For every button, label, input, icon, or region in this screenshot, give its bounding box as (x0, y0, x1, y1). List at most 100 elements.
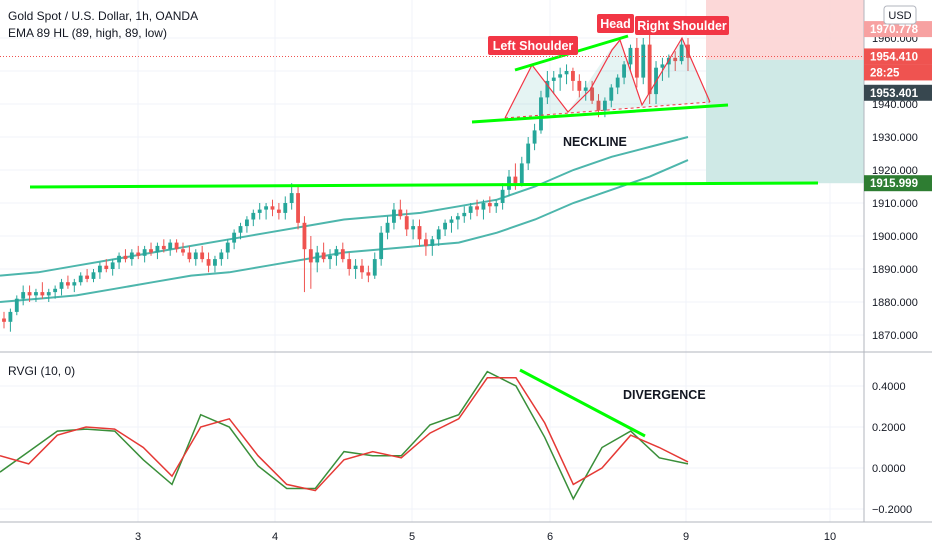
candle (264, 203, 269, 220)
candle-body (72, 282, 77, 286)
candle (168, 239, 173, 256)
candle-body (353, 265, 358, 269)
candle-body (264, 206, 269, 210)
candle-body (443, 222, 448, 230)
right-shoulder-label-text: Right Shoulder (637, 19, 727, 33)
candle (622, 61, 626, 85)
candle-body (244, 219, 249, 227)
candle-body (347, 259, 352, 269)
candle-body (398, 209, 403, 217)
candle-body (270, 206, 275, 210)
candle (27, 285, 32, 302)
target-price-tag-text: 1915.999 (870, 178, 918, 190)
candle-body (385, 222, 390, 233)
candle-body (14, 298, 19, 312)
candle-body (468, 206, 473, 213)
take-profit-zone (706, 59, 864, 184)
candle (609, 84, 614, 108)
ema-high-line (0, 136, 689, 277)
candle-body (551, 77, 556, 81)
time-tick-label: 5 (409, 531, 415, 543)
candle (200, 245, 205, 263)
countdown-tag-text: 28:25 (870, 67, 900, 79)
candle-body (602, 100, 607, 111)
pattern-outline (504, 36, 711, 119)
candle (634, 38, 639, 88)
candle (417, 219, 422, 246)
head-shoulders-pattern (0, 34, 864, 189)
candle (545, 71, 550, 104)
candle-body (372, 259, 377, 276)
candle (475, 199, 479, 217)
candle (123, 249, 128, 263)
top-price-tag: 1970.778 (864, 21, 932, 38)
candle-body (321, 252, 326, 260)
candle (142, 245, 147, 263)
oscillator-title: RVGI (10, 0) (8, 364, 76, 378)
candle (571, 67, 575, 91)
candle (110, 259, 115, 276)
candle-body (513, 176, 518, 184)
candle-body (251, 212, 256, 220)
candle (660, 57, 665, 81)
candle (487, 196, 492, 213)
entry-price-tag-text: 1953.401 (870, 88, 919, 100)
candle (187, 245, 192, 263)
candle (500, 183, 505, 210)
candle (2, 311, 6, 329)
candle-body (615, 77, 620, 88)
candle (379, 226, 384, 266)
candle (398, 199, 403, 220)
annotation-labels: Left Shoulder Head Right Shoulder NECKLINE D… (488, 14, 729, 402)
candle (257, 203, 262, 220)
candle-body (289, 193, 294, 203)
right-shoulder-label-box (635, 16, 729, 35)
candle (225, 239, 230, 260)
target-price-tag: 1915.999 (864, 175, 932, 192)
candle-body (232, 232, 237, 243)
target-price-tag-box (864, 175, 932, 192)
entry-price-tag-box (864, 84, 932, 101)
candle (551, 71, 556, 95)
time-tick-label: 10 (824, 531, 836, 543)
candle (615, 74, 620, 95)
candle-body (104, 265, 109, 269)
candle-body (181, 249, 185, 253)
price-tick-label: 1930.000 (872, 132, 918, 144)
left-shoulder-label-box (488, 36, 578, 55)
candle-body (168, 242, 173, 250)
candle (366, 265, 371, 283)
candle (161, 239, 166, 253)
candle (276, 203, 281, 220)
candle-body (583, 87, 588, 91)
candle-body (206, 259, 211, 266)
candle-body (276, 209, 281, 213)
candle-body (564, 71, 569, 75)
grid-lines (0, 0, 864, 522)
candle-body (328, 255, 332, 260)
pattern-fill (505, 38, 710, 118)
candle (321, 242, 326, 263)
candle-body (519, 163, 524, 184)
candle (21, 285, 26, 306)
candle-body (660, 64, 665, 68)
candle-body (500, 189, 505, 203)
candle (85, 269, 90, 283)
osc-tick-label: 0.0000 (872, 463, 906, 475)
candle-body (449, 219, 454, 223)
candle (149, 242, 153, 256)
candle-body (417, 226, 422, 240)
candle (641, 38, 646, 85)
currency-badge-text: USD (888, 10, 911, 22)
candle-body (136, 252, 141, 256)
candle-body (155, 245, 160, 253)
candle-body (526, 143, 531, 164)
current-price-tag: 1954.410 (864, 48, 932, 65)
candle (193, 249, 198, 266)
candle-body (308, 249, 313, 263)
candle (449, 216, 454, 233)
candle (404, 209, 409, 236)
candle-body (487, 203, 492, 207)
head-label: Head (597, 14, 634, 33)
